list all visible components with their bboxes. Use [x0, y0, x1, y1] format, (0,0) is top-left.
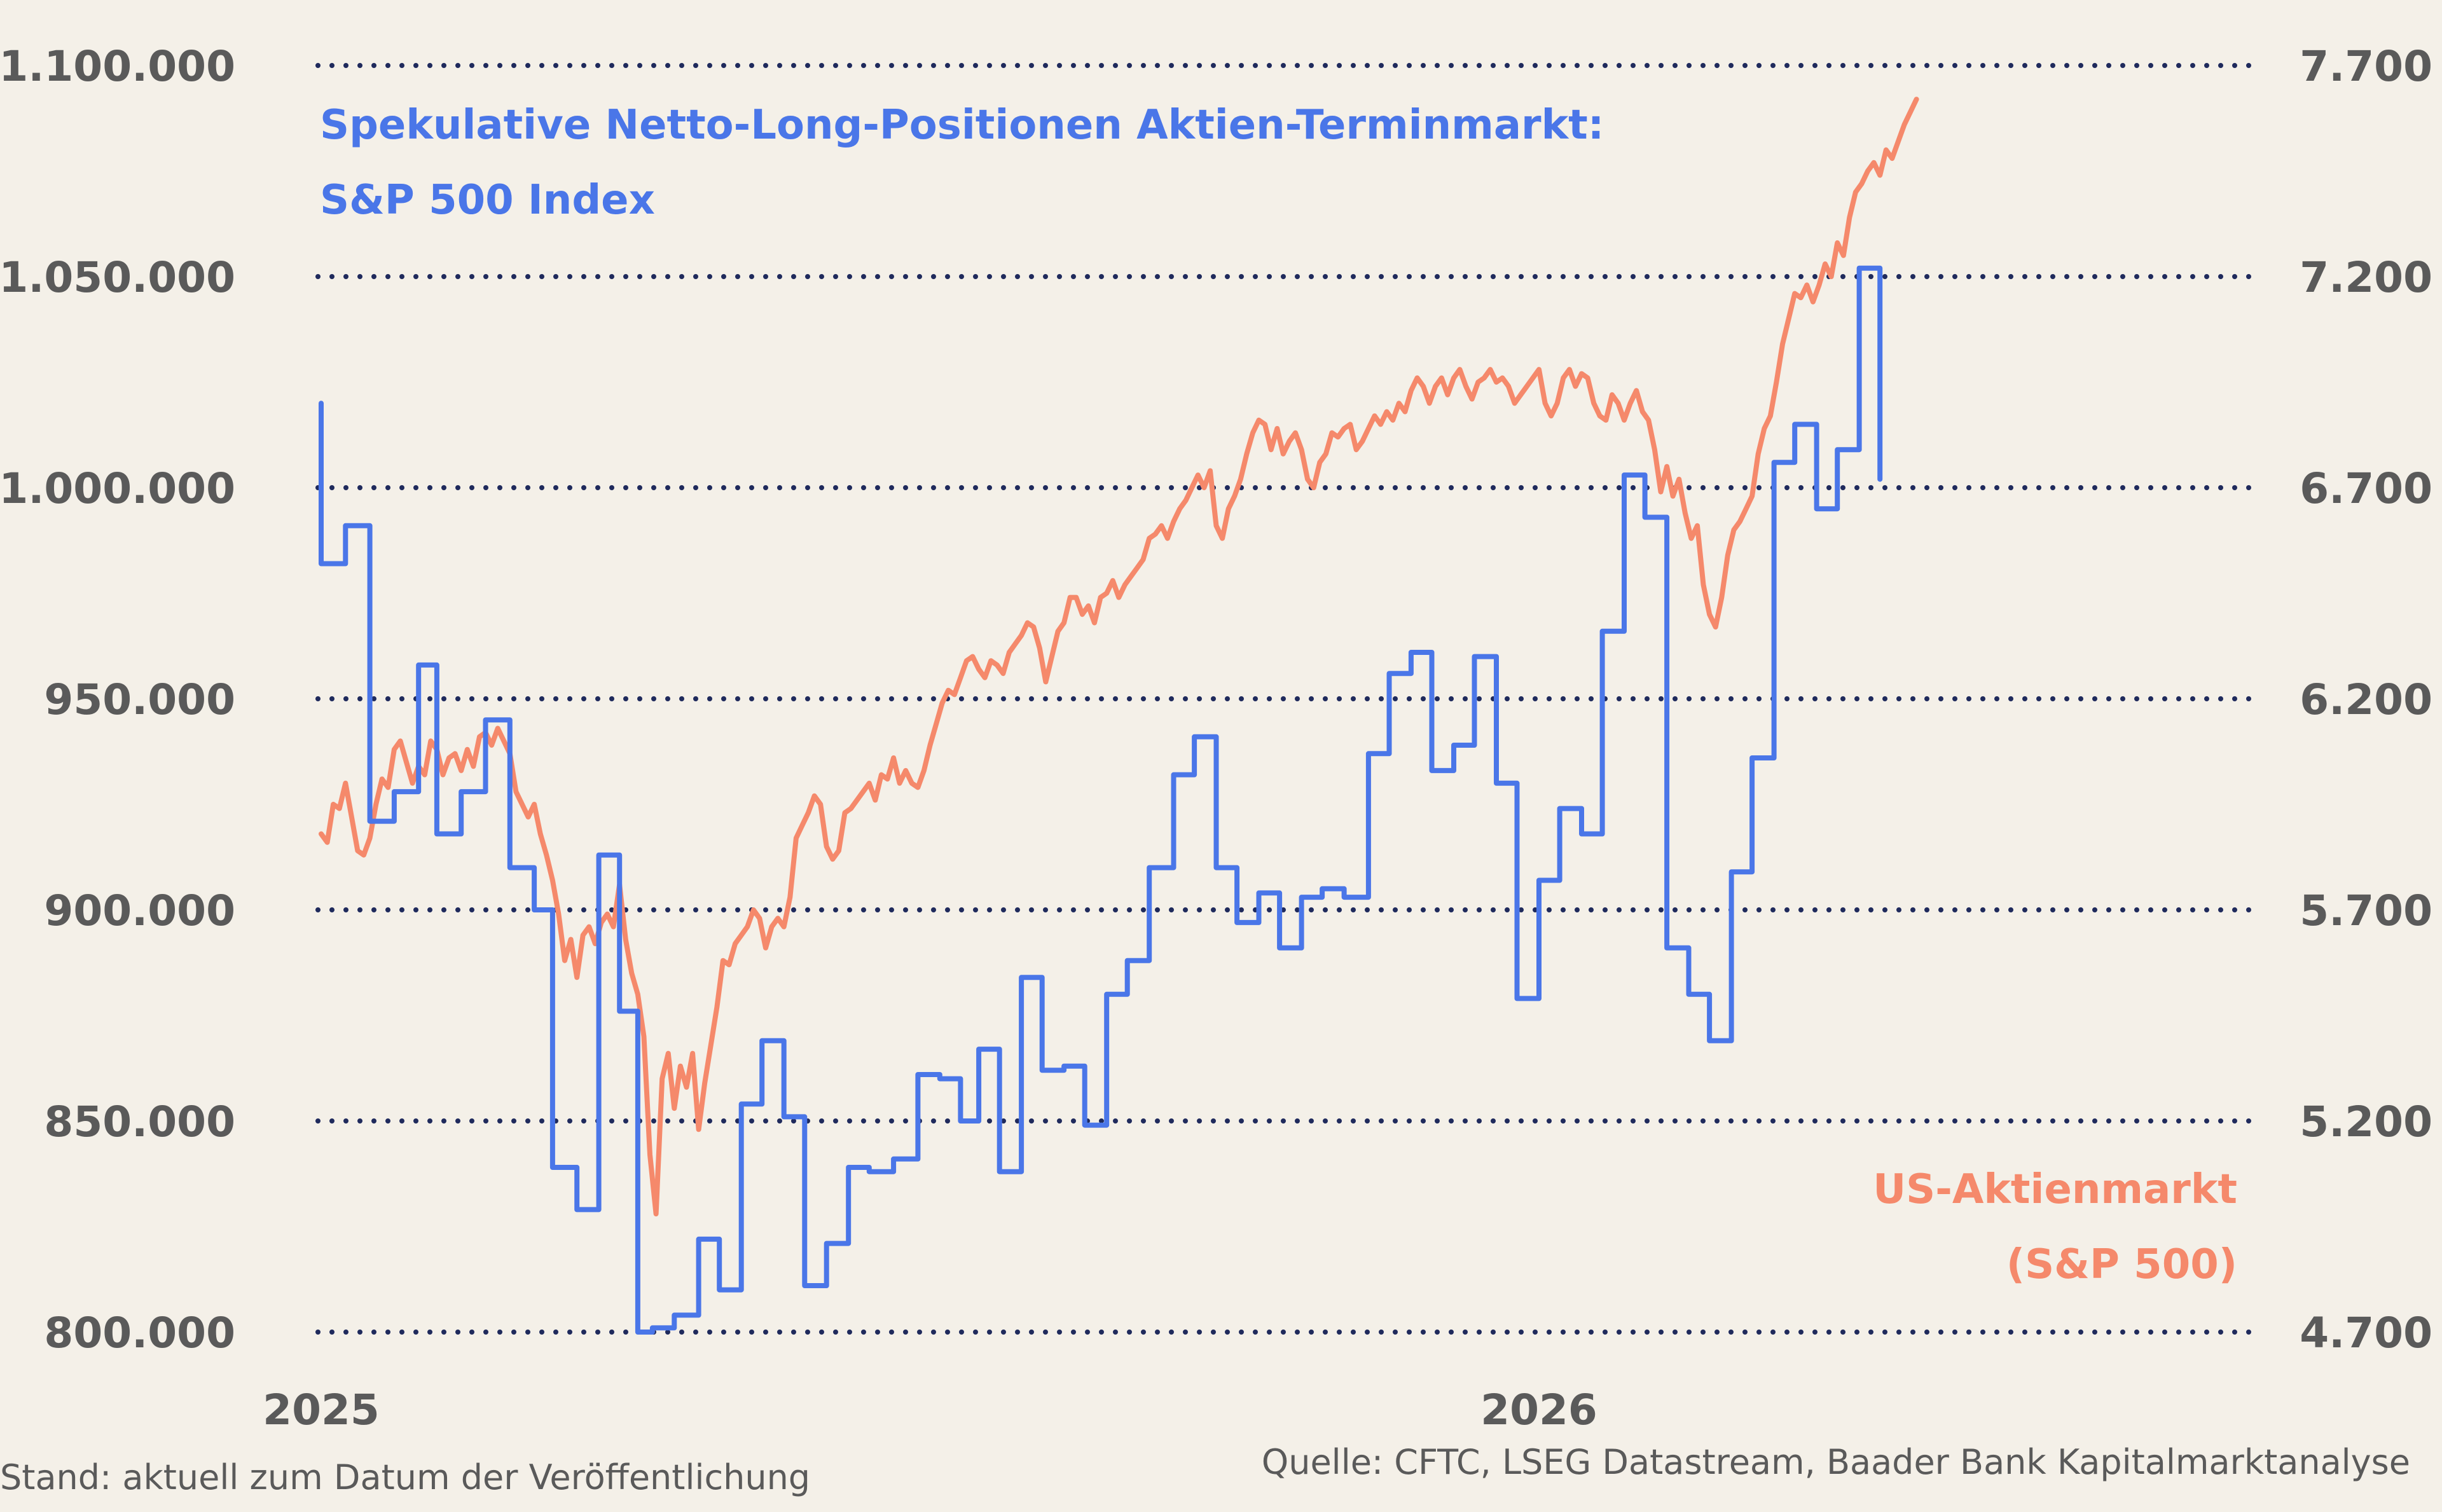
series-label-sp500-line1: US-Aktienmarkt [1873, 1166, 2237, 1213]
series-line-sp500 [319, 97, 1919, 1217]
right-tick-label: 5.200 [2300, 1097, 2432, 1146]
left-tick-label: 900.000 [44, 886, 235, 935]
x-axis-ticks: 2025 2026 [263, 1385, 1597, 1434]
series-line-net-long-positions [319, 265, 1883, 1335]
right-tick-label: 6.700 [2300, 464, 2432, 513]
right-tick-label: 4.700 [2300, 1309, 2432, 1357]
series-label-sp500-line2: (S&P 500) [2006, 1241, 2237, 1288]
footnote-source: Quelle: CFTC, LSEG Datastream, Baader Ba… [1262, 1442, 2410, 1482]
grid-lines [315, 63, 2254, 1335]
series-label-net-long-line2: S&P 500 Index [320, 177, 655, 224]
left-tick-label: 1.000.000 [0, 464, 235, 513]
x-tick-label: 2025 [263, 1385, 380, 1434]
footnote-status: Stand: aktuell zum Datum der Veröffentli… [0, 1457, 810, 1497]
left-tick-label: 1.100.000 [0, 42, 235, 91]
right-tick-label: 5.700 [2300, 886, 2432, 935]
left-tick-label: 1.050.000 [0, 253, 235, 302]
series-layer [319, 97, 1919, 1335]
right-tick-label: 6.200 [2300, 675, 2432, 724]
left-axis-ticks: 800.000 850.000 900.000 950.000 1.000.000 1.0… [0, 42, 235, 1357]
left-tick-label: 850.000 [44, 1097, 235, 1146]
series-label-net-long-line1: Spekulative Netto-Long-Positionen Aktien… [320, 102, 1604, 149]
right-axis-ticks: 4.700 5.200 5.700 6.200 6.700 7.200 7.700 [2300, 42, 2432, 1357]
x-tick-label: 2026 [1480, 1385, 1597, 1434]
left-tick-label: 950.000 [44, 675, 235, 724]
right-tick-label: 7.200 [2300, 253, 2432, 302]
left-tick-label: 800.000 [44, 1309, 235, 1357]
right-tick-label: 7.700 [2300, 42, 2432, 91]
